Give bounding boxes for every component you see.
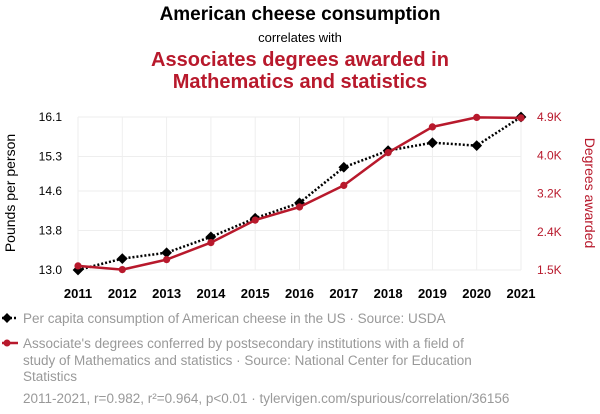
legend-label-degrees-line-3: Statistics [23,369,77,384]
point-degrees [207,239,215,247]
chart-connector: correlates with [258,30,342,45]
point-degrees [74,262,82,270]
legend-item-cheese: Per capita consumption of American chees… [2,311,445,326]
point-cheese [427,137,438,149]
y-left-tick-label: 16.1 [39,110,63,124]
y-right-tick-label: 2.4K [537,225,562,239]
legend-marker-diamond [2,313,12,323]
grid [77,116,522,271]
x-tick-label: 2011 [64,286,92,301]
legend-marker-circle [3,339,11,347]
chart-subtitle-line-2: Mathematics and statistics [173,71,428,93]
y-axis-right-label: Degrees awarded [582,138,598,249]
y-right-tick-label: 1.5K [537,263,562,277]
legend-label-degrees-line-1: Associate's degrees conferred by postsec… [23,336,464,351]
y-right-tick-label: 4.9K [537,110,562,124]
x-tick-label: 2012 [108,286,137,301]
point-degrees [118,266,126,274]
y-left-tick-label: 13.8 [39,224,63,238]
y-axis-left-label: Pounds per person [2,134,18,252]
legend-item-degrees: Associate's degrees conferred by postsec… [2,336,472,384]
point-degrees [428,123,436,131]
point-degrees [517,114,525,122]
point-degrees [163,256,171,264]
left-axis-ticks: 13.0 13.8 14.6 15.3 16.1 [39,110,63,277]
x-tick-label: 2018 [374,286,403,301]
footer-stats: 2011-2021, r=0.982, r²=0.964, p<0.01 · t… [23,391,509,406]
x-tick-label: 2021 [507,286,536,301]
y-right-tick-label: 4.0K [537,148,562,162]
x-tick-label: 2019 [418,286,447,301]
y-right-tick-label: 3.2K [537,187,562,201]
legend-label-cheese: Per capita consumption of American chees… [23,311,445,326]
x-axis-ticks: 2011 2012 2013 2014 2015 2016 2017 2018 2019 2020… [64,286,536,301]
point-degrees [473,113,481,121]
y-left-tick-label: 15.3 [39,149,63,163]
right-axis-ticks: 1.5K 2.4K 3.2K 4.0K 4.9K [537,110,562,277]
point-degrees [340,181,348,189]
chart-title: American cheese consumption [160,4,441,25]
point-cheese [116,253,128,264]
x-tick-label: 2015 [241,286,270,301]
point-cheese [338,161,350,173]
point-degrees [295,203,304,211]
series-degrees [74,113,525,274]
x-tick-label: 2020 [462,286,491,301]
x-tick-label: 2014 [196,286,226,301]
point-degrees [251,216,259,224]
chart-subtitle-line-1: Associates degrees awarded in [151,49,449,71]
point-degrees [384,149,392,157]
y-left-tick-label: 14.6 [39,184,63,198]
legend-label-degrees-line-2: study of Mathematics and statistics · So… [23,353,472,368]
legend: Per capita consumption of American chees… [2,311,472,384]
x-tick-label: 2016 [285,286,314,301]
x-tick-label: 2017 [329,286,358,301]
point-cheese [471,140,483,151]
x-tick-label: 2013 [152,286,181,301]
y-left-tick-label: 13.0 [39,263,63,277]
